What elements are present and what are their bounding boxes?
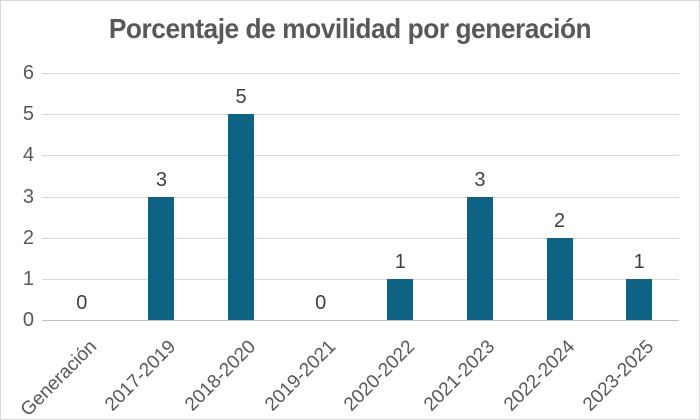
gridline [42,154,679,156]
gridline [42,196,679,198]
x-axis-line [42,319,679,321]
bar [228,114,255,320]
bar [626,278,653,320]
y-axis-tick-label: 1 [22,267,34,290]
chart-title: Porcentaje de movilidad por generación [108,13,592,44]
bar-value-label: 3 [155,168,167,191]
y-axis-tick-label: 2 [22,226,34,249]
gridline [42,113,679,115]
bar-value-label: 5 [235,86,247,109]
bar-value-label: 1 [394,250,406,273]
y-axis-tick-label: 3 [22,185,34,208]
bar [466,196,493,320]
gridline [42,72,679,74]
y-axis-tick-label: 4 [22,144,34,167]
y-axis-tick-label: 6 [22,62,34,84]
bar [546,237,573,320]
y-axis-tick-label: 5 [22,103,34,126]
y-axis-tick-label: 0 [22,309,34,331]
gridline [42,278,679,280]
bar-value-label: 2 [554,209,566,232]
x-category-label: Generación [16,336,101,420]
bar-value-label: 0 [76,292,88,314]
bar [387,278,414,320]
bar-value-label: 1 [633,250,645,273]
bar-value-label: 3 [474,168,486,191]
gridline [42,237,679,239]
bar-value-label: 0 [315,292,327,314]
bar [148,196,175,320]
